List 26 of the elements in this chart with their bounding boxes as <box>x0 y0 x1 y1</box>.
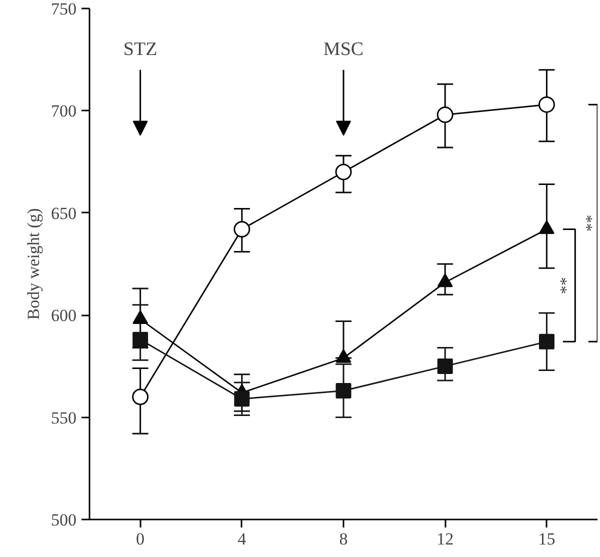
point <box>437 358 453 374</box>
x-tick-label: 4 <box>238 530 247 548</box>
x-tick-label: 15 <box>538 530 556 548</box>
point <box>335 164 352 180</box>
annotation: ** <box>576 214 596 232</box>
point <box>336 382 352 398</box>
annotation: STZ <box>123 38 158 60</box>
annotation: ** <box>551 276 570 294</box>
point <box>436 106 454 124</box>
point <box>234 391 250 407</box>
point <box>538 334 554 350</box>
point <box>132 332 148 348</box>
annotation: MSC <box>323 38 364 60</box>
x-tick-label: 0 <box>136 530 145 548</box>
y-tick-label: 500 <box>51 510 76 530</box>
x-tick-label: 8 <box>339 530 348 548</box>
point <box>234 221 250 238</box>
point <box>132 388 149 406</box>
y-tick-label: 700 <box>51 102 76 121</box>
x-tick-label: 12 <box>436 530 454 548</box>
y-tick-label: 650 <box>51 204 76 223</box>
point <box>538 96 555 113</box>
y-tick-label: 550 <box>51 408 76 428</box>
y-tick-label: 750 <box>51 0 76 18</box>
y-axis-title: Body weight (g) <box>24 208 43 320</box>
y-tick-label: 600 <box>51 306 76 326</box>
